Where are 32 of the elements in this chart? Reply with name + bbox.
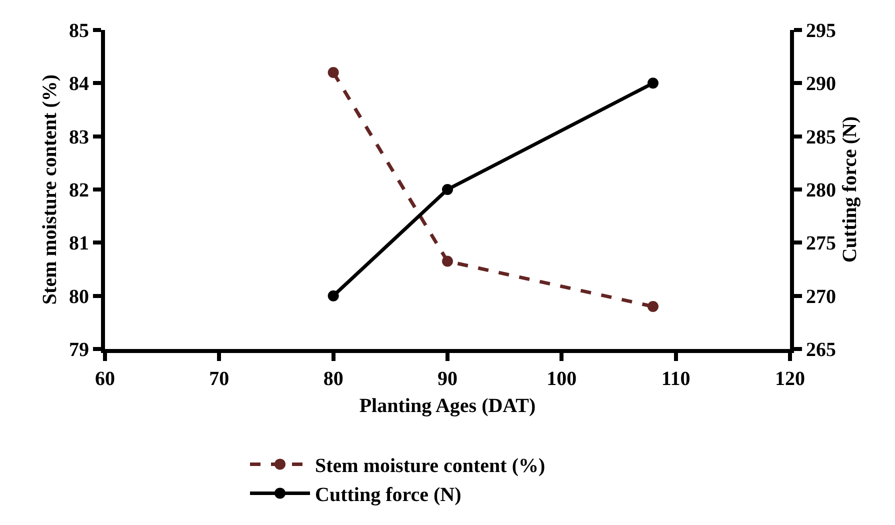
x-tick-label: 80 bbox=[323, 368, 344, 390]
y2-tick-label: 270 bbox=[806, 286, 836, 308]
y-axis-title: Stem moisture content (%) bbox=[39, 74, 61, 305]
y-tick-label: 79 bbox=[69, 339, 89, 361]
x-tick-label: 110 bbox=[661, 368, 690, 390]
y-tick-label: 82 bbox=[69, 180, 89, 202]
x-tick-label: 120 bbox=[775, 368, 805, 390]
x-axis-title: Planting Ages (DAT) bbox=[359, 395, 536, 417]
point bbox=[442, 184, 453, 195]
point bbox=[648, 78, 658, 89]
y2-tick-label: 290 bbox=[806, 73, 836, 96]
y-tick-label: 85 bbox=[69, 20, 89, 42]
y2-tick-label: 265 bbox=[806, 339, 836, 361]
y-tick-label: 83 bbox=[69, 126, 89, 148]
legend-label: Cutting force (N) bbox=[315, 484, 462, 506]
x-tick-label: 90 bbox=[438, 368, 458, 390]
y2-axis-title: Cutting force (N) bbox=[839, 116, 861, 263]
point bbox=[328, 290, 339, 302]
y2-tick-label: 295 bbox=[806, 20, 836, 42]
y-tick-label: 84 bbox=[69, 73, 89, 96]
point bbox=[328, 67, 339, 78]
y2-tick-label: 280 bbox=[806, 180, 836, 202]
y-tick-label: 81 bbox=[69, 232, 89, 255]
point bbox=[648, 300, 658, 312]
y2-tick-label: 285 bbox=[806, 126, 836, 148]
point bbox=[442, 256, 453, 267]
x-tick-label: 70 bbox=[209, 368, 230, 390]
y2-tick-label: 275 bbox=[806, 232, 836, 255]
y-tick-label: 80 bbox=[69, 286, 89, 308]
x-tick-label: 100 bbox=[546, 368, 577, 390]
legend-label: Stem moisture content (%) bbox=[315, 455, 546, 477]
x-tick-label: 60 bbox=[95, 368, 115, 390]
